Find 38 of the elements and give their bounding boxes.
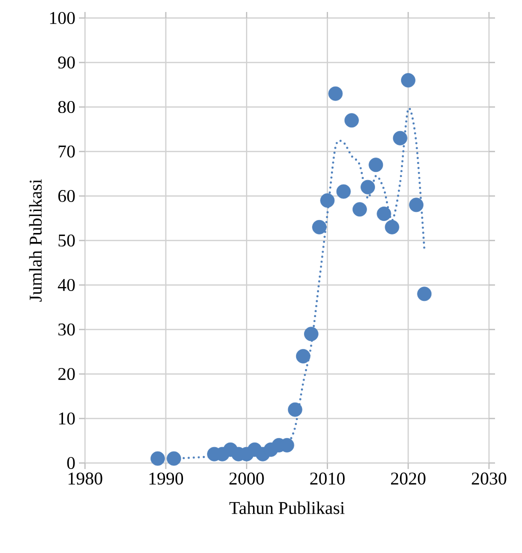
x-tick-label: 1980 — [68, 472, 102, 485]
point — [320, 193, 335, 208]
y-tick-label: 10 — [59, 412, 75, 425]
y-tick-label: 100 — [50, 12, 75, 24]
y-tick-label: 80 — [58, 100, 75, 114]
point — [150, 451, 165, 466]
point — [352, 202, 367, 217]
point — [166, 451, 182, 466]
point — [392, 130, 408, 146]
y-tick-label: 50 — [58, 234, 75, 247]
x-tick-label: 1990 — [149, 472, 184, 485]
y-tick-label: 90 — [58, 56, 75, 69]
y-tick-label: 60 — [58, 190, 75, 202]
point — [384, 220, 400, 234]
point — [312, 220, 327, 234]
point — [360, 180, 375, 194]
point — [336, 184, 351, 199]
x-tick-label: 2000 — [229, 472, 264, 485]
y-tick-label: 20 — [58, 368, 75, 380]
y-tick-label: 70 — [58, 145, 75, 158]
y-tick-label: 30 — [58, 323, 75, 336]
point — [304, 326, 318, 342]
x-tick-label: 2010 — [310, 472, 345, 485]
point — [417, 286, 432, 302]
y-axis-title: Jumlah Publikasi — [29, 179, 42, 302]
x-tick-label: 2030 — [472, 472, 506, 485]
point — [376, 206, 392, 221]
point — [288, 402, 302, 417]
point — [368, 158, 384, 172]
x-axis-title: Tahun Publikasi — [229, 501, 345, 514]
y-tick-label: 0 — [67, 456, 75, 470]
point — [401, 73, 416, 88]
x-tick-label: 2020 — [391, 472, 426, 485]
point — [296, 349, 310, 364]
point — [328, 86, 343, 101]
point — [344, 113, 359, 128]
point — [409, 198, 424, 212]
y-tick-label: 40 — [58, 278, 75, 292]
